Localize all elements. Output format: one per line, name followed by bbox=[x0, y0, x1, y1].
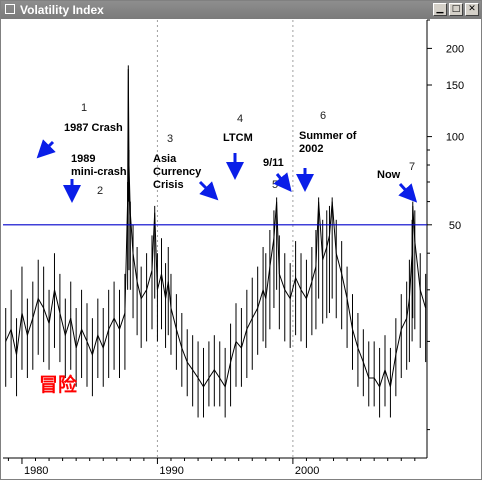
vix-series-line bbox=[5, 69, 427, 389]
maximize-button[interactable]: □ bbox=[449, 3, 463, 16]
annotation-number: 7 bbox=[409, 161, 415, 173]
annotation-label: Asia bbox=[153, 153, 177, 165]
y-tick-label: 100 bbox=[446, 132, 464, 144]
annotation-label: Crisis bbox=[153, 179, 184, 191]
annotation-label: Now bbox=[377, 169, 401, 181]
annotation-label: LTCM bbox=[223, 132, 253, 144]
annotation-arrow-icon bbox=[36, 139, 56, 159]
annotation-arrow-icon bbox=[198, 180, 219, 201]
annotation-number: 6 bbox=[320, 110, 326, 122]
plot-area bbox=[3, 20, 427, 458]
annotation-label: 1989 bbox=[71, 153, 95, 165]
annotation-label: mini-crash bbox=[71, 166, 127, 178]
window-title: Volatility Index bbox=[20, 3, 104, 17]
annotation-label: Summer of bbox=[299, 130, 357, 142]
annotation-number: 5 bbox=[272, 179, 278, 191]
annotation-label: Currency bbox=[153, 166, 202, 178]
annotation-arrow-icon bbox=[398, 182, 418, 203]
y-axis-ticks: 200 150 100 50 bbox=[427, 19, 464, 431]
minimize-button[interactable]: ▁ bbox=[433, 3, 447, 16]
annotation-number: 1 bbox=[81, 102, 87, 114]
grid-lines bbox=[156, 20, 294, 458]
y-tick-label: 200 bbox=[446, 43, 464, 55]
y-tick-label: 150 bbox=[446, 80, 464, 92]
x-tick-label: 1980 bbox=[24, 465, 48, 477]
annotation-number: 4 bbox=[237, 113, 243, 125]
title-bar: Volatility Index ▁ □ ✕ bbox=[1, 1, 481, 19]
annotation-number: 3 bbox=[167, 133, 173, 145]
watermark-text: 冒险 bbox=[39, 373, 78, 396]
x-axis-ticks: 1980 1990 2000 bbox=[7, 458, 416, 477]
x-tick-label: 2000 bbox=[295, 465, 319, 477]
series-layer bbox=[5, 65, 427, 418]
annotation-number: 2 bbox=[97, 185, 103, 197]
annotation-label: 9/11 bbox=[263, 157, 284, 169]
x-tick-label: 1990 bbox=[159, 465, 183, 477]
y-tick-label: 50 bbox=[449, 220, 461, 232]
close-button[interactable]: ✕ bbox=[465, 3, 479, 16]
annotation-arrow-icon bbox=[273, 172, 292, 192]
annotation-label: 1987 Crash bbox=[64, 122, 123, 134]
window-menu-icon[interactable] bbox=[5, 4, 15, 14]
annotation-label: 2002 bbox=[299, 143, 323, 155]
